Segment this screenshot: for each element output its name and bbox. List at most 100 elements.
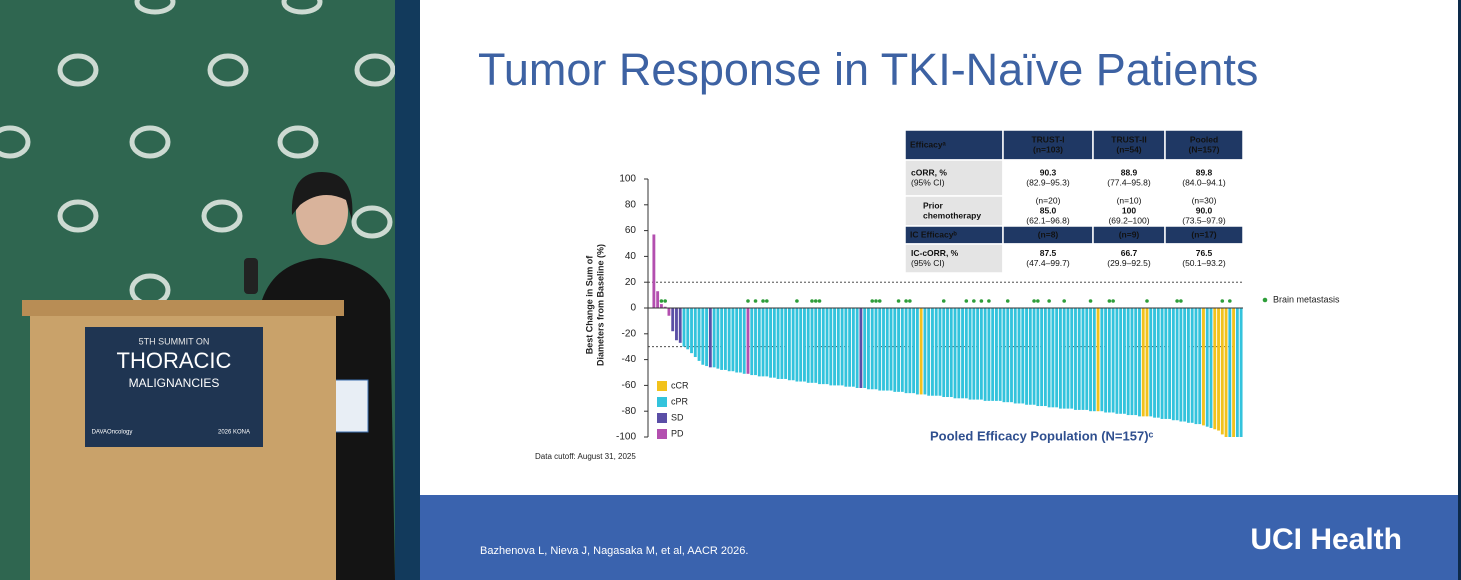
bar bbox=[840, 308, 844, 386]
bar bbox=[791, 308, 795, 381]
bar bbox=[693, 308, 697, 358]
bar bbox=[976, 308, 980, 400]
table-text: 87.5 bbox=[1040, 248, 1057, 258]
table-text: Pooled bbox=[1190, 134, 1218, 144]
podium-text: THORACIC bbox=[117, 348, 232, 373]
y-label-line: Diameters from Baseline (%) bbox=[595, 244, 605, 366]
bar bbox=[1171, 308, 1175, 421]
bar bbox=[1013, 308, 1017, 404]
brain-metastasis-dot bbox=[1036, 299, 1040, 303]
divider bbox=[395, 0, 420, 580]
bar bbox=[919, 308, 923, 395]
bar bbox=[1115, 308, 1119, 414]
bar bbox=[1085, 308, 1089, 410]
bar bbox=[915, 308, 919, 395]
legend-swatch bbox=[657, 413, 667, 423]
bar bbox=[1104, 308, 1108, 413]
brain-metastasis-dot bbox=[1062, 299, 1066, 303]
bar bbox=[867, 308, 870, 390]
bar bbox=[851, 308, 855, 387]
table-text: cORR, % bbox=[911, 167, 947, 177]
bar bbox=[1025, 308, 1028, 405]
y-tick-label: 100 bbox=[619, 174, 636, 185]
table-text: (95% CI) bbox=[911, 258, 945, 268]
table-text: (62.1–96.8) bbox=[1026, 215, 1070, 225]
bar bbox=[825, 308, 829, 385]
bar bbox=[799, 308, 803, 382]
bar bbox=[1213, 308, 1217, 430]
brain-metastasis-dot bbox=[908, 299, 912, 303]
legend-swatch bbox=[657, 429, 667, 439]
bar bbox=[1186, 308, 1190, 423]
bar bbox=[855, 308, 859, 388]
bar bbox=[829, 308, 833, 386]
brain-metastasis-dot bbox=[874, 299, 878, 303]
table-text: 85.0 bbox=[1040, 205, 1057, 215]
bar bbox=[848, 308, 852, 387]
backdrop-logos bbox=[0, 0, 396, 307]
bar bbox=[1017, 308, 1021, 404]
table-cell bbox=[904, 129, 1004, 161]
brain-metastasis-dot bbox=[972, 299, 976, 303]
bar bbox=[1217, 308, 1220, 431]
bar bbox=[908, 308, 912, 394]
bar bbox=[1096, 308, 1100, 412]
bar bbox=[705, 308, 709, 367]
bar bbox=[949, 308, 953, 398]
bar bbox=[784, 308, 788, 379]
bar bbox=[803, 308, 806, 382]
brain-metastasis-dot bbox=[810, 299, 814, 303]
legend-label: Brain metastasis bbox=[1273, 294, 1340, 304]
y-tick-label: -40 bbox=[622, 354, 637, 365]
bar bbox=[1002, 308, 1006, 403]
brain-metastasis-dot bbox=[1179, 299, 1183, 303]
legend-swatch bbox=[657, 381, 667, 391]
bar bbox=[754, 308, 757, 376]
bar bbox=[1175, 308, 1179, 421]
brain-metastasis-dot bbox=[753, 299, 758, 303]
bar bbox=[972, 308, 976, 400]
legend-label: SD bbox=[671, 412, 684, 422]
podium-text: DAVAOncology bbox=[92, 430, 133, 436]
brain-metastasis-dot bbox=[941, 299, 946, 303]
bar bbox=[1058, 308, 1062, 409]
brain-metastasis-dot bbox=[1047, 299, 1051, 303]
table-text: (n=10) bbox=[1117, 195, 1142, 205]
bar bbox=[878, 308, 882, 391]
bar bbox=[893, 308, 897, 392]
bar bbox=[776, 308, 780, 379]
brain-metastasis-dot bbox=[1220, 299, 1225, 303]
podium-text: MALIGNANCIES bbox=[129, 376, 220, 390]
bar bbox=[1235, 308, 1239, 437]
bar bbox=[772, 308, 776, 378]
brain-metastasis-dot bbox=[1088, 299, 1093, 303]
table-text: (n=20) bbox=[1036, 195, 1061, 205]
brain-metastasis-dot bbox=[964, 299, 969, 303]
table-cell bbox=[1002, 129, 1094, 161]
table-cell bbox=[1164, 129, 1244, 161]
bar bbox=[885, 308, 889, 391]
bar bbox=[1119, 308, 1123, 414]
bar bbox=[1205, 308, 1209, 427]
bar bbox=[863, 308, 867, 388]
brain-metastasis-dot bbox=[1111, 299, 1115, 303]
y-tick-label: 80 bbox=[625, 199, 637, 210]
brain-metastasis-dot bbox=[896, 299, 901, 303]
table-text: IC-cORR, % bbox=[911, 248, 959, 258]
bar bbox=[1198, 308, 1202, 425]
table-text: 76.5 bbox=[1196, 248, 1213, 258]
bar bbox=[998, 308, 1002, 401]
table-text: (n=8) bbox=[1038, 229, 1059, 239]
bar bbox=[712, 308, 716, 368]
y-tick-label: 20 bbox=[625, 277, 637, 288]
bar bbox=[923, 308, 927, 395]
table-cell bbox=[1002, 195, 1094, 227]
bar bbox=[995, 308, 998, 401]
bar bbox=[1239, 308, 1243, 437]
bar bbox=[964, 308, 968, 399]
table-text: Prior bbox=[923, 200, 944, 210]
bar bbox=[1051, 308, 1055, 408]
bar bbox=[1232, 308, 1236, 437]
bar bbox=[1134, 308, 1138, 416]
